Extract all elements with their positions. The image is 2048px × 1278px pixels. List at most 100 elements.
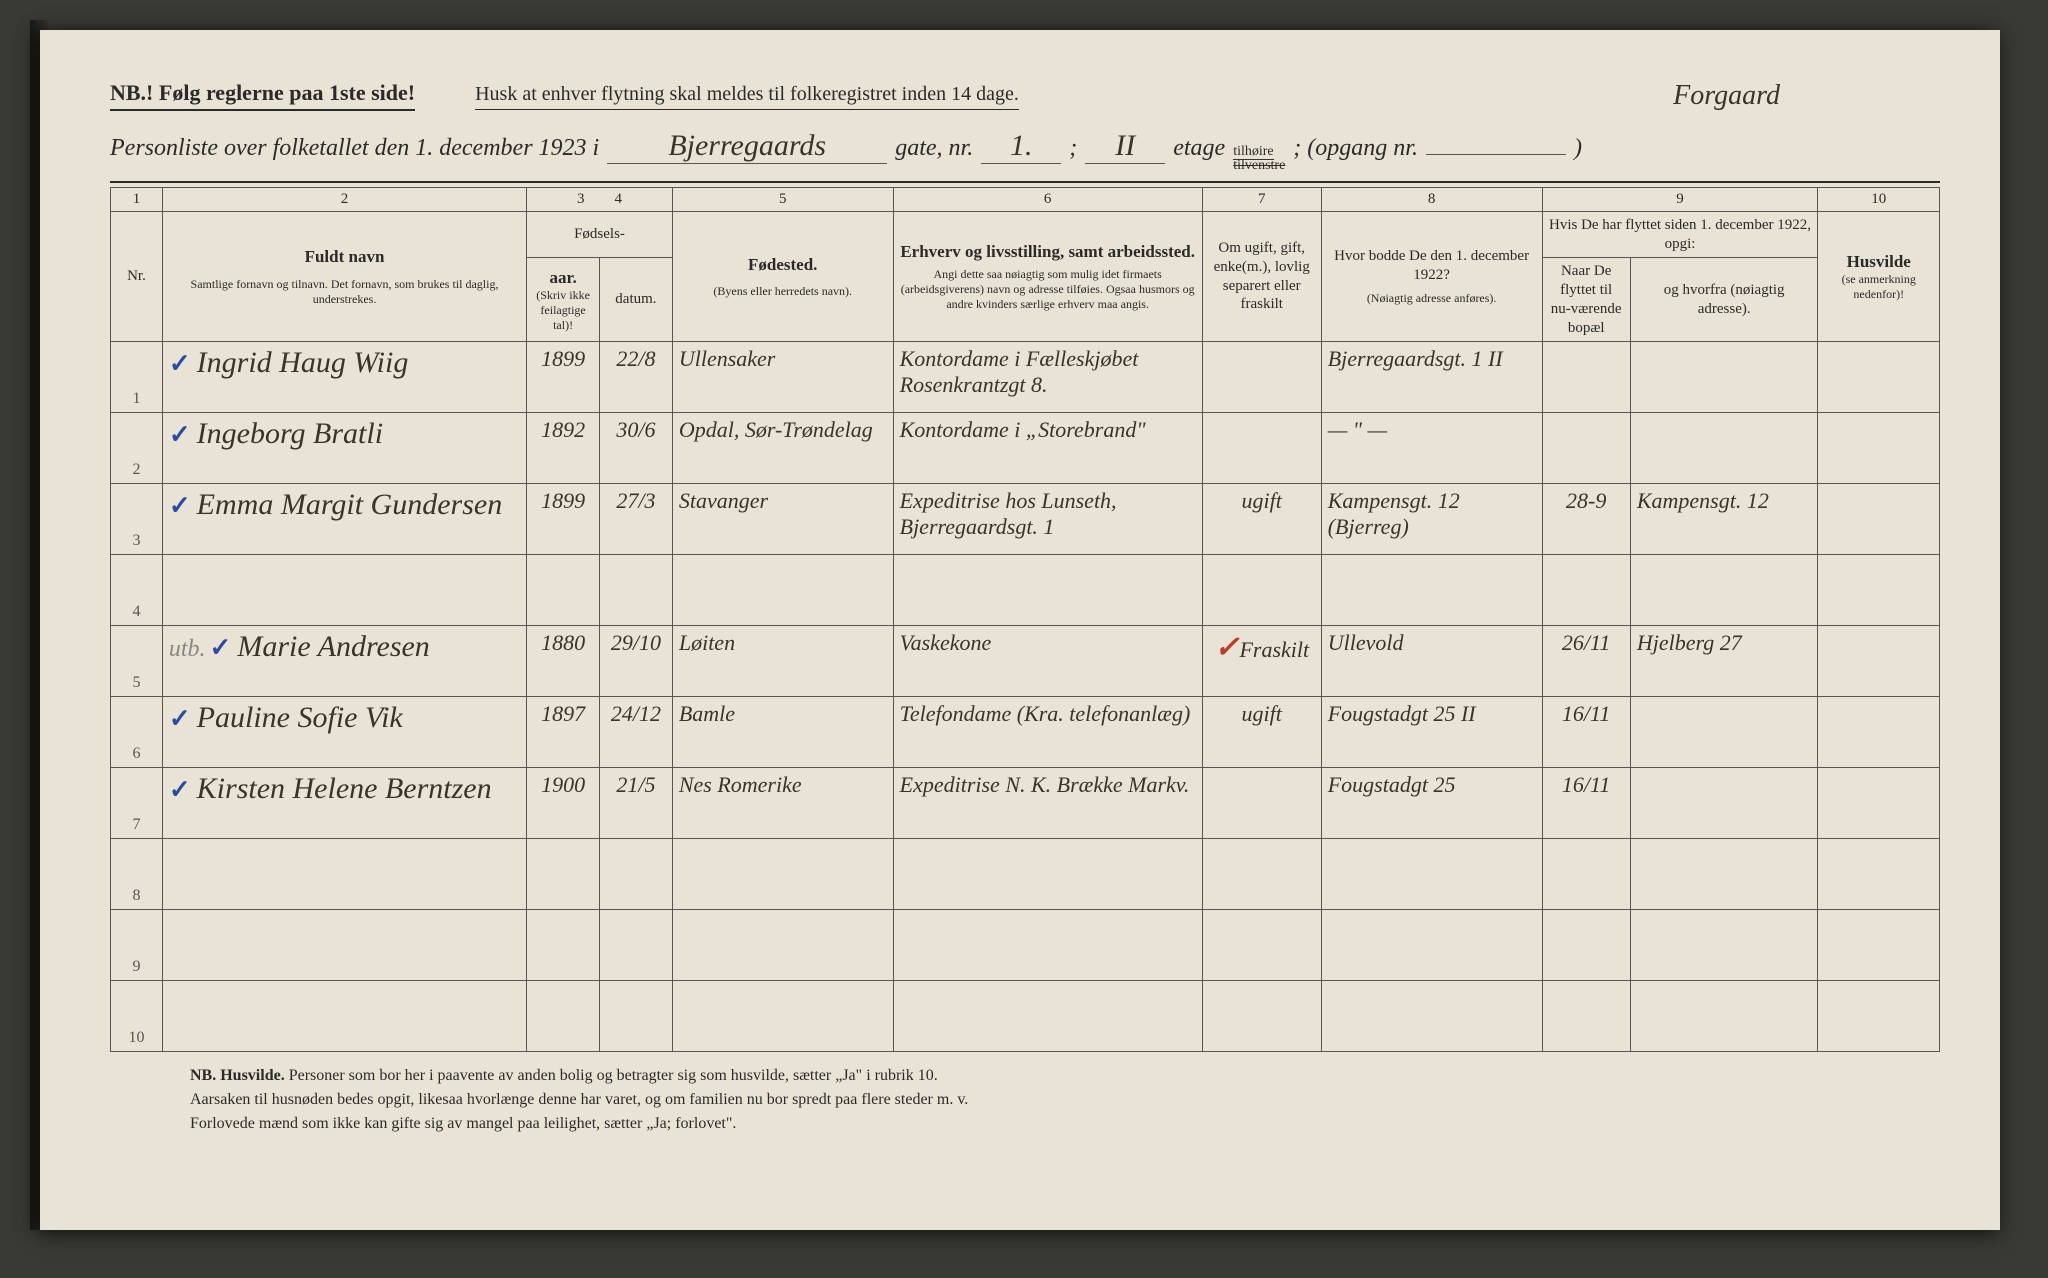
cell-naar: 28-9 (1542, 484, 1630, 555)
cell-ugift (1202, 768, 1321, 839)
header-rule (110, 181, 1940, 183)
opgang-nr (1426, 154, 1566, 155)
census-table: 1 2 3 4 5 6 7 8 9 10 Nr. Fuldt navn Samt… (110, 187, 1940, 1052)
cell-hvorfra (1630, 697, 1818, 768)
cell-nr: 6 (111, 697, 163, 768)
cell-navn: ✓Ingrid Haug Wiig (162, 342, 526, 413)
cell-bodde: Fougstadgt 25 (1321, 768, 1542, 839)
th-naar: Naar De flyttet til nu-værende bopæl (1542, 258, 1630, 342)
cell-datum (600, 910, 673, 981)
cell-naar (1542, 555, 1630, 626)
cell-husvilde (1818, 981, 1940, 1052)
cell-bodde: Bjerregaardsgt. 1 II (1321, 342, 1542, 413)
cell-datum: 29/10 (600, 626, 673, 697)
th-erhverv: Erhverv og livsstilling, samt arbeidsste… (893, 211, 1202, 342)
cell-nr: 7 (111, 768, 163, 839)
cell-navn: ✓Pauline Sofie Vik (162, 697, 526, 768)
cell-ugift: ugift (1202, 484, 1321, 555)
cell-naar (1542, 839, 1630, 910)
cell-navn: ✓Kirsten Helene Berntzen (162, 768, 526, 839)
street-name: Bjerregaards (607, 129, 887, 164)
etage-nr: II (1085, 129, 1165, 164)
th-ugift: Om ugift, gift, enke(m.), lovlig separer… (1202, 211, 1321, 342)
gate-label: gate, nr. (895, 135, 973, 162)
cell-datum: 21/5 (600, 768, 673, 839)
th-datum: datum. (600, 258, 673, 342)
th-bodde: Hvor bodde De den 1. december 1922? (Nøi… (1321, 211, 1542, 342)
cell-naar: 16/11 (1542, 768, 1630, 839)
cell-bodde (1321, 839, 1542, 910)
cell-erhverv (893, 910, 1202, 981)
footnote: NB. Husvilde. Personer som bor her i paa… (190, 1064, 1940, 1136)
opgang-label: ; (opgang nr. (1293, 135, 1418, 162)
colnum-7: 7 (1202, 188, 1321, 212)
cell-erhverv: Expeditrise hos Lunseth, Bjerregaardsgt.… (893, 484, 1202, 555)
gate-nr: 1. (981, 129, 1061, 164)
footnote-lead: NB. Husvilde. (190, 1067, 285, 1084)
cell-hvorfra: Hjelberg 27 (1630, 626, 1818, 697)
cell-erhverv: Vaskekone (893, 626, 1202, 697)
cell-naar (1542, 981, 1630, 1052)
check-mark: ✓ (169, 704, 191, 734)
cell-fodested (672, 981, 893, 1052)
cell-husvilde (1818, 697, 1940, 768)
cell-erhverv: Kontordame i Fælleskjøbet Rosenkrantzgt … (893, 342, 1202, 413)
colnum-3-4: 3 4 (527, 188, 673, 212)
title-row: Personliste over folketallet den 1. dece… (110, 129, 1940, 173)
cell-navn: ✓Emma Margit Gundersen (162, 484, 526, 555)
cell-nr: 2 (111, 413, 163, 484)
cell-ugift (1202, 342, 1321, 413)
cell-hvorfra (1630, 768, 1818, 839)
table-row: 10 (111, 981, 1940, 1052)
cell-aar: 1899 (527, 484, 600, 555)
cell-erhverv: Kontordame i „Storebrand" (893, 413, 1202, 484)
cell-navn (162, 839, 526, 910)
table-row: 9 (111, 910, 1940, 981)
cell-fodested: Opdal, Sør-Trøndelag (672, 413, 893, 484)
footnote-l2: Aarsaken til husnøden bedes opgit, likes… (190, 1091, 968, 1108)
cell-hvorfra (1630, 342, 1818, 413)
table-row: 8 (111, 839, 1940, 910)
cell-fodested (672, 555, 893, 626)
cell-bodde: — " — (1321, 413, 1542, 484)
cell-datum (600, 555, 673, 626)
cell-datum: 24/12 (600, 697, 673, 768)
cell-nr: 5 (111, 626, 163, 697)
cell-fodested (672, 839, 893, 910)
colnum-8: 8 (1321, 188, 1542, 212)
table-row: 6✓Pauline Sofie Vik189724/12BamleTelefon… (111, 697, 1940, 768)
cell-nr: 1 (111, 342, 163, 413)
cell-aar: 1892 (527, 413, 600, 484)
cell-hvorfra (1630, 413, 1818, 484)
cell-naar: 26/11 (1542, 626, 1630, 697)
check-mark: ✓ (210, 633, 232, 663)
cell-husvilde (1818, 626, 1940, 697)
colnum-5: 5 (672, 188, 893, 212)
cell-bodde: Kampensgt. 12 (Bjerreg) (1321, 484, 1542, 555)
table-body: 1✓Ingrid Haug Wiig189922/8UllensakerKont… (111, 342, 1940, 1052)
cell-husvilde (1818, 910, 1940, 981)
table-row: 4 (111, 555, 1940, 626)
check-mark: ✓ (169, 775, 191, 805)
table-head: 1 2 3 4 5 6 7 8 9 10 Nr. Fuldt navn Samt… (111, 188, 1940, 342)
table-row: 1✓Ingrid Haug Wiig189922/8UllensakerKont… (111, 342, 1940, 413)
cell-nr: 9 (111, 910, 163, 981)
cell-ugift (1202, 555, 1321, 626)
cell-datum (600, 839, 673, 910)
cell-naar (1542, 413, 1630, 484)
cell-hvorfra (1630, 981, 1818, 1052)
cell-datum: 30/6 (600, 413, 673, 484)
cell-ugift (1202, 910, 1321, 981)
table-row: 3✓Emma Margit Gundersen189927/3Stavanger… (111, 484, 1940, 555)
cell-aar: 1899 (527, 342, 600, 413)
cell-naar (1542, 342, 1630, 413)
colnum-6: 6 (893, 188, 1202, 212)
cell-aar: 1900 (527, 768, 600, 839)
header-row-main: Nr. Fuldt navn Samtlige fornavn og tilna… (111, 211, 1940, 258)
th-hvorfra: og hvorfra (nøiagtig adresse). (1630, 258, 1818, 342)
cell-erhverv (893, 839, 1202, 910)
th-flyttet: Hvis De har flyttet siden 1. december 19… (1542, 211, 1818, 258)
cell-hvorfra (1630, 910, 1818, 981)
cell-husvilde (1818, 484, 1940, 555)
cell-ugift (1202, 839, 1321, 910)
